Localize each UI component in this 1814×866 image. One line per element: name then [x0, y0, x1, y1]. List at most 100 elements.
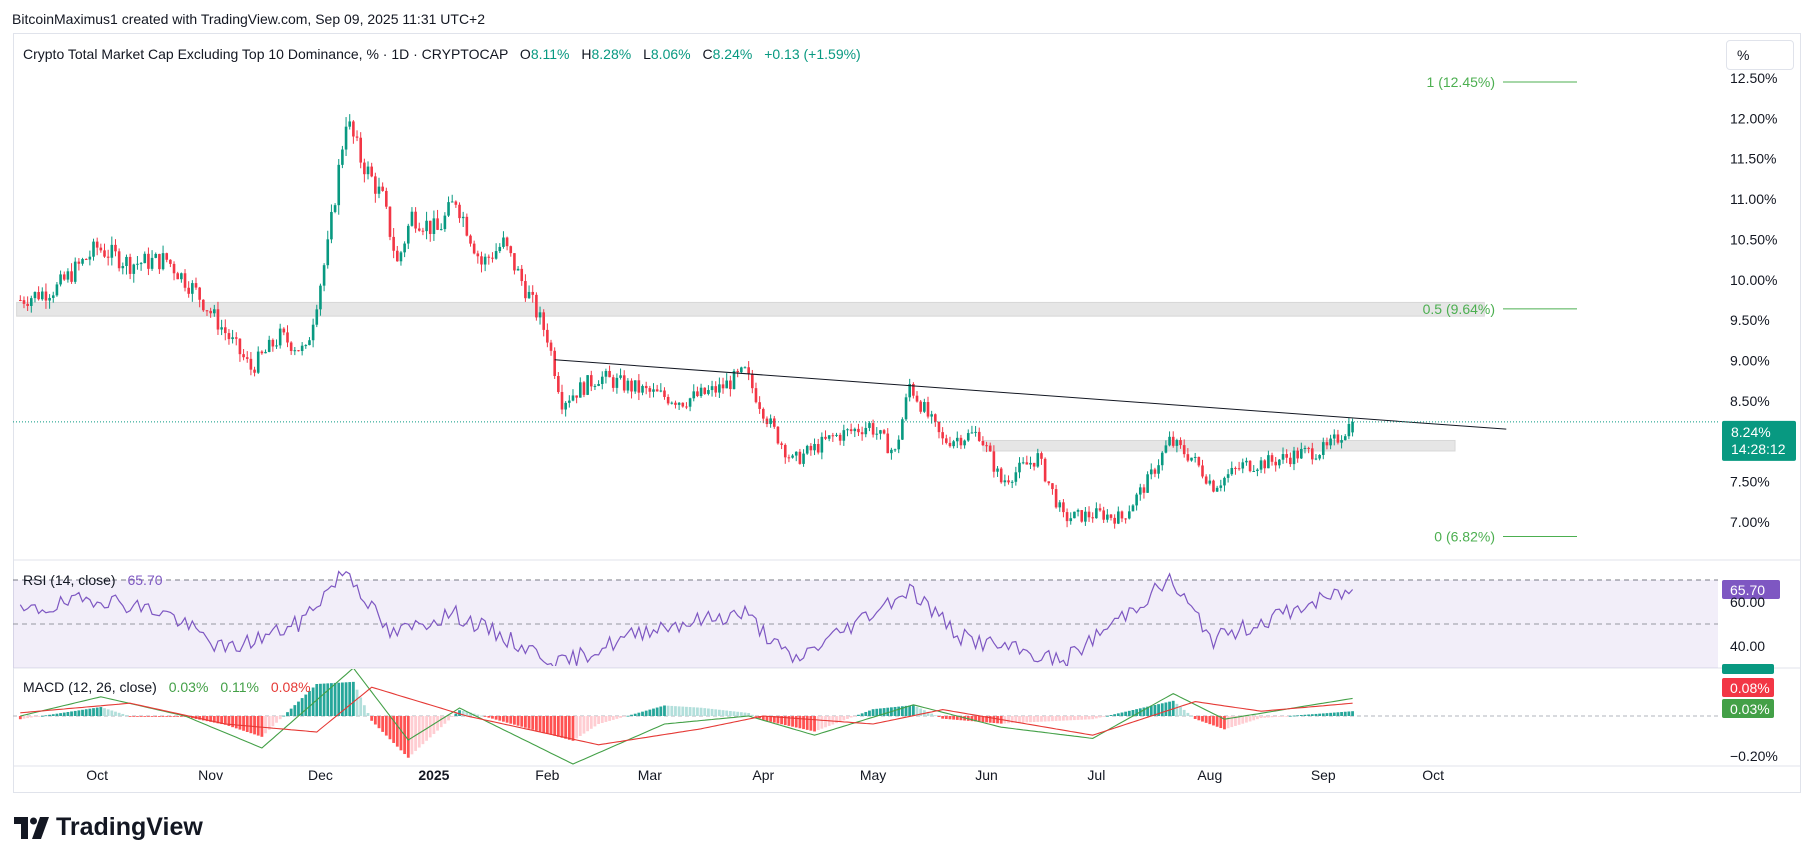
candle	[864, 422, 868, 438]
candle-body	[1076, 510, 1080, 512]
candle-body	[560, 392, 564, 410]
macd-histogram-bar	[37, 716, 41, 717]
candle	[289, 341, 293, 355]
candle-body	[564, 402, 567, 410]
candle-body	[626, 380, 630, 391]
rsi-pane[interactable]	[13, 570, 1718, 669]
price-tick-label: 9.50%	[1730, 312, 1770, 328]
chart-frame[interactable]	[13, 33, 1801, 793]
candle-body	[619, 375, 622, 378]
candle	[1007, 475, 1010, 485]
price-axis[interactable]: 12.50% 12.00% 11.50% 11.00% 10.50% 10.00% 9.50…	[1730, 70, 1777, 530]
macd-histogram-bar	[392, 716, 396, 743]
candle	[381, 182, 384, 192]
candle	[1120, 510, 1124, 523]
candle	[901, 417, 904, 441]
candle-body	[253, 369, 256, 373]
candle-body	[1234, 467, 1237, 469]
candle	[77, 258, 81, 271]
macd-histogram-bar	[944, 716, 948, 719]
macd-histogram-bar	[245, 716, 249, 732]
macd-histogram-bar	[1226, 716, 1230, 729]
candle	[297, 349, 300, 352]
candle-body	[428, 220, 432, 234]
price-pane[interactable]	[13, 114, 1718, 529]
legend-change: +0.13 (+1.59%)	[764, 46, 861, 62]
macd-histogram-bar	[674, 706, 677, 716]
macd-histogram-bar	[51, 714, 55, 716]
tradingview-logo[interactable]: TradingView	[14, 813, 203, 842]
candle	[191, 280, 194, 302]
candle	[169, 259, 172, 268]
candle	[472, 240, 476, 255]
macd-histogram-bar	[1252, 716, 1256, 721]
candle-body	[1054, 489, 1058, 508]
candle-body	[1182, 445, 1186, 455]
candle	[132, 263, 136, 283]
legend-close-label: C	[702, 46, 712, 62]
macd-pane[interactable]	[13, 668, 1718, 765]
candle	[615, 373, 619, 394]
candle-body	[1300, 448, 1303, 459]
last-price-countdown: 14:28:12	[1731, 441, 1786, 457]
candle	[582, 380, 586, 398]
macd-histogram-bar	[996, 716, 999, 724]
time-axis[interactable]: Oct Nov Dec 2025 Feb Mar Apr May Jun Jul Aug Sep Oct	[86, 767, 1444, 783]
macd-histogram-bar	[410, 716, 414, 755]
time-tick-label: Sep	[1311, 767, 1336, 783]
macd-histogram-bar	[73, 710, 77, 716]
macd-histogram-bar	[516, 716, 520, 726]
candle	[1058, 500, 1062, 512]
macd-label: MACD (12, 26, close)	[23, 679, 157, 695]
candle-body	[714, 386, 718, 393]
macd-histogram-bar	[117, 712, 121, 716]
candle	[136, 256, 139, 270]
candle	[816, 438, 820, 455]
candle-body	[92, 241, 95, 257]
candle	[853, 427, 857, 438]
candle	[1043, 457, 1047, 483]
candle	[1014, 466, 1018, 486]
candle-body	[223, 327, 227, 334]
macd-histogram-bar	[534, 716, 538, 731]
macd-histogram-bar	[450, 716, 454, 718]
macd-histogram-bar	[150, 716, 154, 717]
candle	[831, 432, 835, 442]
candle-body	[1146, 474, 1149, 493]
rsi-value: 65.70	[127, 572, 162, 588]
candle-body	[1036, 453, 1040, 467]
candle-body	[630, 380, 633, 392]
macd-histogram-bar	[974, 716, 977, 722]
candle	[213, 304, 216, 317]
time-tick-label: Oct	[86, 767, 108, 783]
macd-histogram-bar	[769, 716, 773, 722]
candle-body	[341, 149, 344, 165]
candle-body	[1252, 471, 1256, 473]
percent-scale-button[interactable]: %	[1726, 40, 1794, 70]
fib-level-label: 1 (12.45%)	[1427, 74, 1495, 90]
candle-body	[538, 312, 542, 318]
candle-body	[333, 205, 337, 212]
candle-body	[816, 444, 820, 453]
candle	[1332, 429, 1336, 446]
candle	[985, 441, 988, 453]
candle-body	[945, 438, 948, 443]
candle-body	[1120, 511, 1124, 519]
macd-histogram-bar	[454, 713, 458, 716]
candle-body	[827, 435, 831, 439]
candle	[952, 439, 955, 449]
macd-histogram-bar	[220, 716, 224, 725]
candle	[827, 435, 831, 442]
macd-histogram-bar	[589, 716, 593, 729]
macd-histogram-bar	[1332, 712, 1336, 716]
macd-histogram-bar	[641, 711, 644, 716]
legend-high-value: 8.28%	[592, 46, 632, 62]
macd-histogram-bar	[611, 716, 615, 720]
candle	[242, 349, 245, 361]
candle	[677, 402, 681, 410]
candle	[981, 436, 985, 447]
candle	[1054, 484, 1058, 509]
candle	[337, 159, 341, 215]
macd-histogram-bar	[480, 715, 483, 717]
